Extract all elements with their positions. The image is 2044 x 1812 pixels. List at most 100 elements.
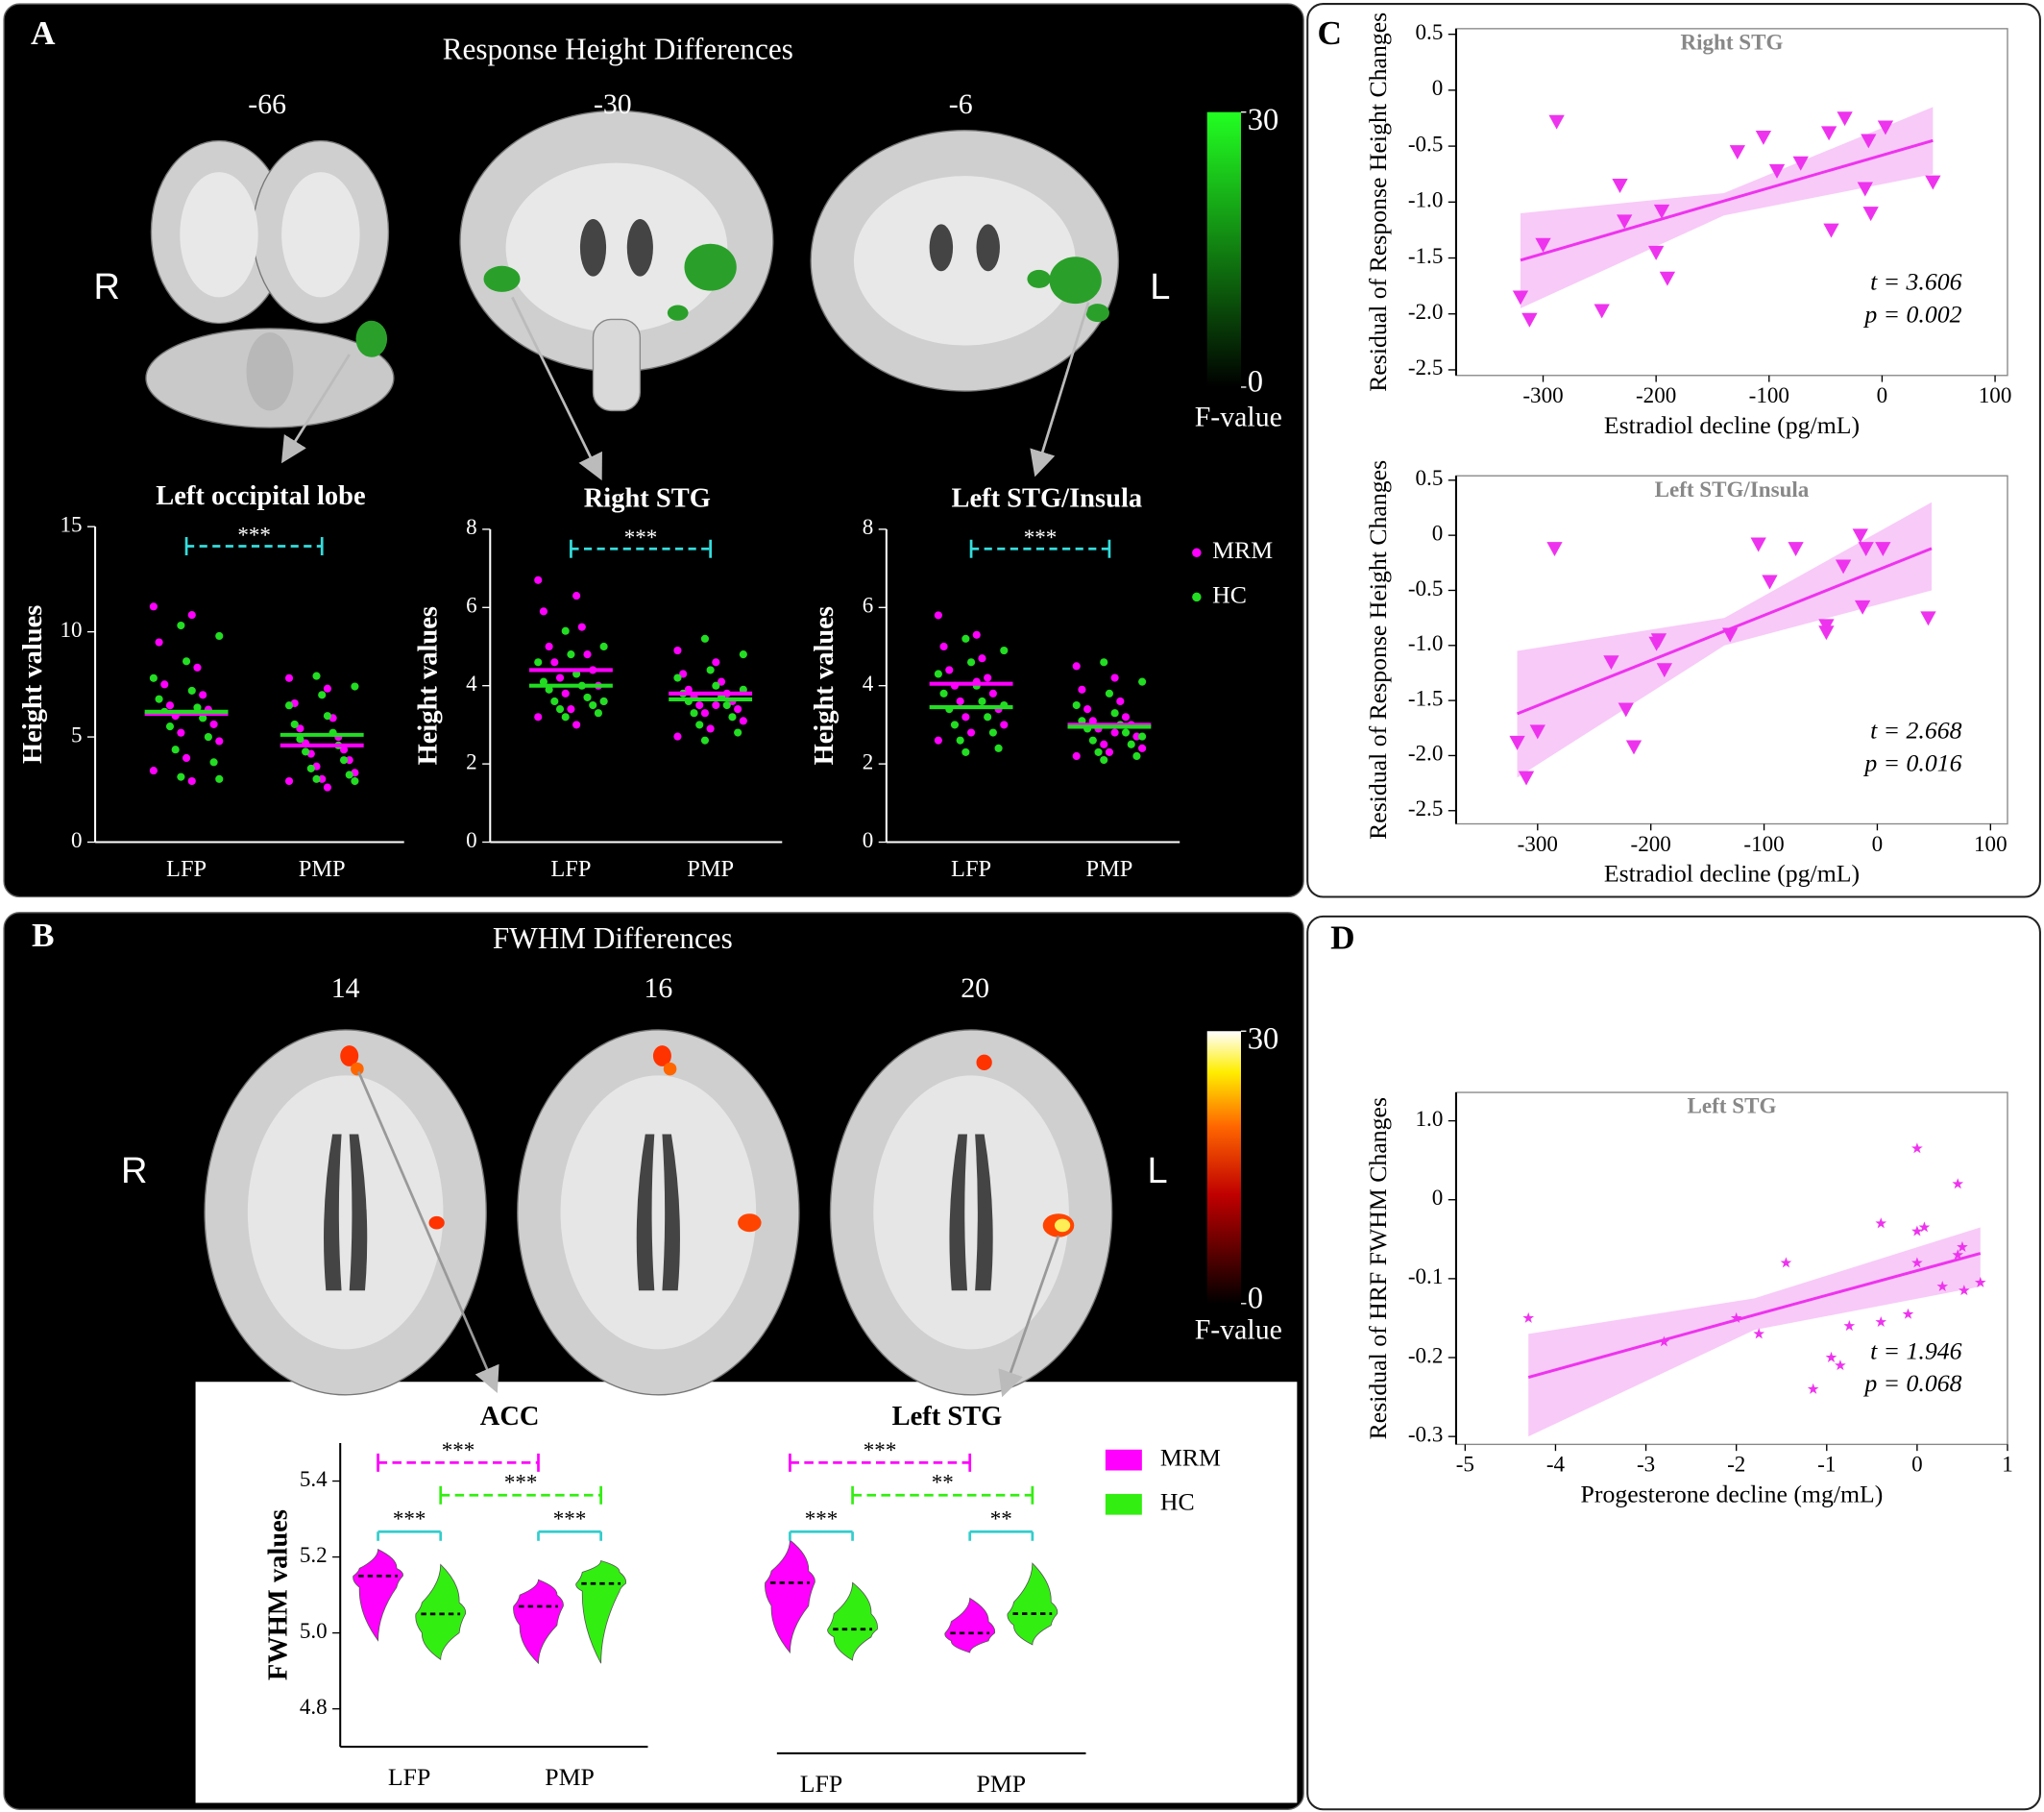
data-point — [1000, 721, 1009, 729]
data-point — [215, 631, 224, 641]
y-tick-label: -1.5 — [1408, 685, 1443, 710]
data-point — [583, 693, 592, 701]
data-point — [1518, 771, 1535, 786]
data-point — [561, 626, 570, 635]
data-point — [1807, 1383, 1819, 1394]
data-point — [1088, 736, 1097, 745]
y-tick-label: 0 — [1432, 520, 1444, 545]
x-axis-label: Estradiol decline (pg/mL) — [1604, 411, 1860, 439]
side-label: R — [94, 267, 120, 307]
data-point — [978, 697, 986, 706]
y-tick-label: 0 — [1432, 1185, 1444, 1210]
data-point — [318, 774, 327, 783]
y-tick-label: 8 — [863, 514, 874, 539]
data-point — [1100, 740, 1108, 748]
data-point — [302, 747, 310, 756]
x-tick-label: 100 — [1974, 831, 2008, 856]
data-point — [550, 697, 559, 706]
chart-title: Left STG/Insula — [951, 484, 1142, 514]
data-point — [323, 712, 331, 721]
data-point — [182, 657, 191, 666]
data-point — [1875, 542, 1891, 557]
side-label: L — [1148, 1151, 1168, 1191]
data-point — [215, 737, 224, 746]
data-point — [1875, 1315, 1887, 1327]
x-axis-label: Progesterone decline (mg/mL) — [1581, 1481, 1884, 1508]
data-point — [318, 691, 327, 699]
y-tick-label: 4.8 — [300, 1694, 328, 1719]
data-point — [1094, 747, 1103, 756]
data-point — [722, 700, 731, 710]
data-point — [1911, 1225, 1923, 1237]
data-point — [199, 691, 207, 699]
data-point — [323, 684, 331, 693]
violin — [415, 1563, 467, 1661]
data-point — [539, 677, 548, 686]
data-point — [339, 746, 349, 754]
x-tick-label: LFP — [388, 1763, 430, 1791]
annotation: t = 1.946 — [1870, 1336, 1962, 1364]
data-point — [1920, 611, 1936, 626]
data-point — [351, 682, 359, 691]
data-point — [572, 592, 581, 600]
data-point — [1535, 237, 1551, 253]
colorbar-tick-label: 30 — [1248, 1022, 1279, 1057]
legend-label: HC — [1160, 1488, 1195, 1516]
colorbar — [1206, 111, 1241, 387]
data-point — [1911, 1142, 1923, 1154]
data-point — [1788, 542, 1804, 557]
y-tick-label: 1.0 — [1416, 1106, 1444, 1131]
data-point — [1858, 542, 1874, 557]
data-point — [1078, 685, 1086, 694]
violin — [575, 1559, 627, 1664]
slice-label: -66 — [248, 88, 286, 120]
significance-label: *** — [1024, 525, 1058, 550]
panel-title: Response Height Differences — [443, 32, 793, 65]
data-point — [1138, 732, 1147, 741]
confidence-band — [1528, 1227, 1981, 1437]
data-point — [739, 717, 747, 725]
data-point — [1852, 528, 1868, 544]
data-point — [567, 650, 575, 659]
slice-label: -30 — [594, 88, 632, 120]
data-point — [1522, 1311, 1535, 1323]
y-tick-label: 6 — [863, 593, 874, 618]
panel-c — [1306, 3, 2041, 898]
x-tick-label: 0 — [1872, 831, 1884, 856]
data-point — [1100, 755, 1108, 765]
data-point — [988, 689, 997, 698]
data-point — [555, 705, 565, 714]
data-point — [1648, 245, 1665, 260]
confidence-band — [1520, 107, 1934, 308]
x-tick-label: -100 — [1749, 382, 1789, 407]
data-point — [177, 728, 185, 737]
chart-title: Right STG — [584, 484, 711, 514]
comparison-label: *** — [442, 1437, 475, 1462]
data-point — [572, 721, 581, 729]
data-point — [1729, 145, 1745, 160]
y-axis-label: Residual of HRF FWHM Changes — [1364, 1097, 1392, 1439]
comparison-label: ** — [990, 1506, 1012, 1531]
data-point — [690, 709, 698, 718]
data-point — [956, 697, 964, 706]
data-point — [1780, 1257, 1792, 1268]
data-point — [1656, 663, 1672, 678]
y-tick-label: 8 — [466, 514, 477, 539]
data-point — [1843, 1320, 1856, 1332]
data-point — [312, 672, 321, 680]
comparison-label: *** — [553, 1506, 587, 1531]
data-point — [939, 689, 948, 698]
data-point — [712, 681, 720, 690]
data-point — [1750, 537, 1766, 552]
violin — [513, 1579, 564, 1665]
data-point — [1512, 290, 1529, 306]
x-tick-label: LFP — [800, 1770, 842, 1798]
data-point — [734, 728, 742, 737]
data-point — [1722, 627, 1739, 643]
x-tick-label: 0 — [1911, 1452, 1923, 1477]
data-point — [739, 650, 747, 659]
data-point — [734, 705, 742, 714]
comparison-label: ** — [932, 1470, 954, 1495]
data-point — [312, 774, 321, 783]
